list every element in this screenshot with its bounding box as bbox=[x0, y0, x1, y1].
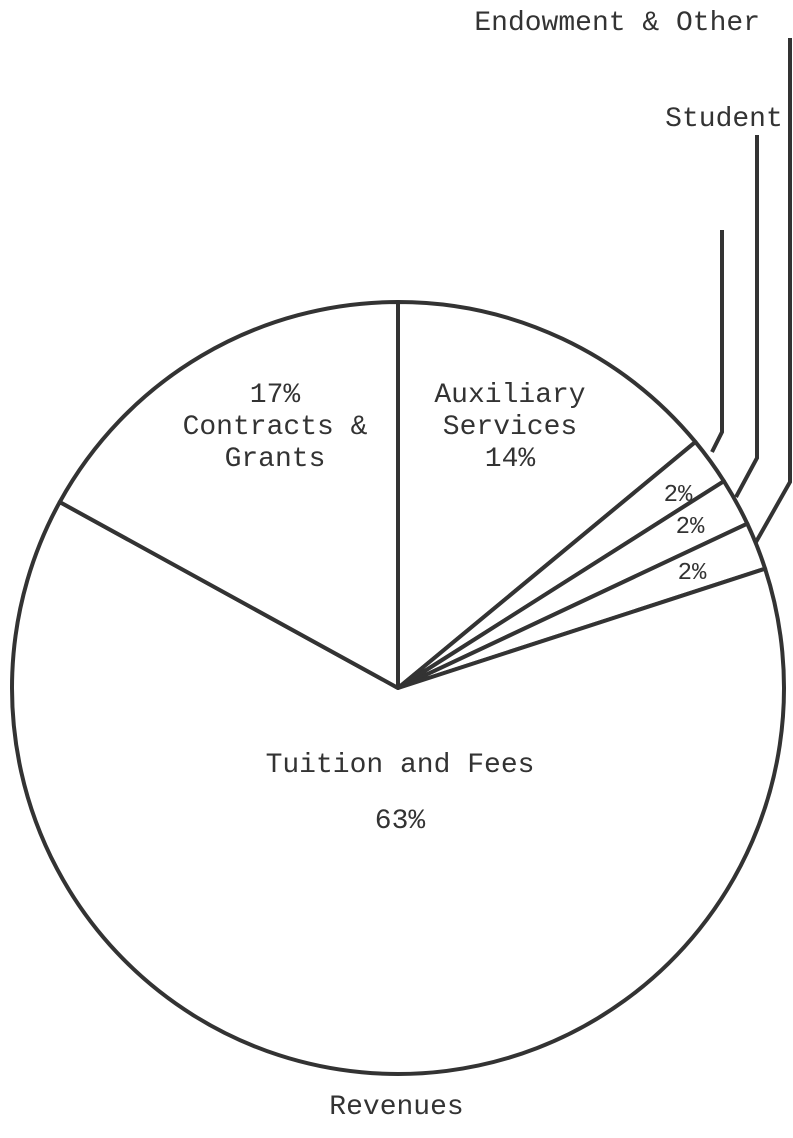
category-label: Gifts bbox=[560, 200, 793, 232]
category-label: Tuition and Fees bbox=[265, 750, 535, 781]
value-label: 2% bbox=[675, 514, 705, 541]
pie-slice bbox=[57, 300, 400, 690]
pie-slice bbox=[396, 300, 698, 690]
slice-label: Auxiliary Services 14% bbox=[395, 380, 625, 476]
value-label: 2% bbox=[663, 482, 693, 509]
leader-line bbox=[710, 230, 724, 453]
category-label: Student Aid bbox=[665, 104, 793, 135]
chart-title: Revenues bbox=[329, 1092, 464, 1123]
leader-line bbox=[734, 135, 759, 498]
value-label: 14% bbox=[484, 444, 536, 475]
category-label: Contracts & Grants bbox=[182, 412, 368, 475]
category-label: Auxiliary Services bbox=[434, 380, 586, 443]
value-label: 17% bbox=[249, 380, 301, 411]
slice-label: Tuition and Fees 63% bbox=[180, 750, 620, 838]
pie-slice bbox=[10, 500, 786, 1076]
category-label: Endowment & Other bbox=[474, 8, 760, 39]
leader-line bbox=[754, 38, 792, 543]
value-label: 63% bbox=[374, 806, 426, 837]
value-label: 2% bbox=[677, 560, 707, 587]
slice-label: 17% Contracts & Grants bbox=[160, 380, 390, 476]
